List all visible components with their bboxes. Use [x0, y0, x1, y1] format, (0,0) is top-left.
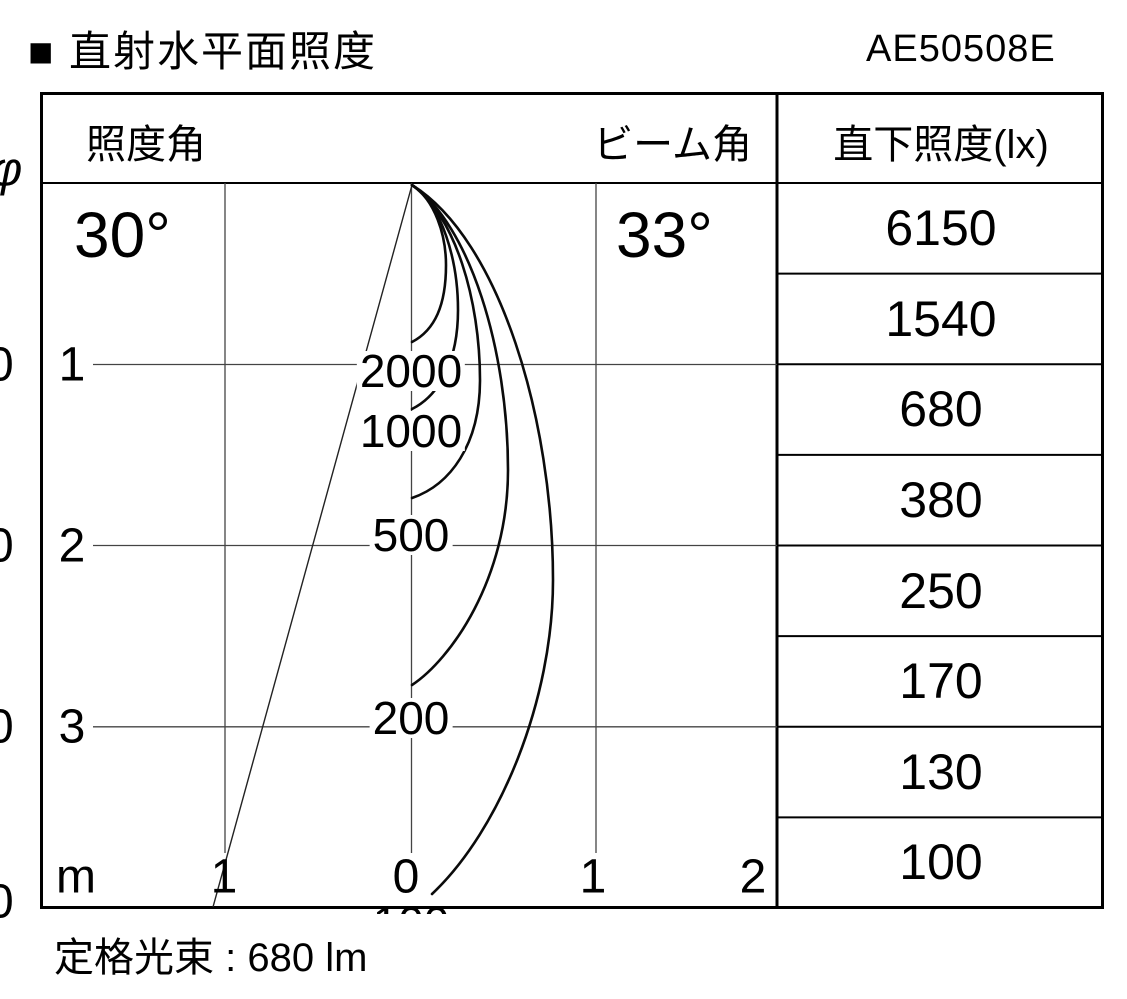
- curve-label-2000: 2000: [356, 348, 466, 394]
- illuminance-angle-header: 照度角: [86, 123, 206, 167]
- curve-100lx: [410, 183, 555, 896]
- product-code: AE50508E: [866, 28, 1056, 70]
- phi-symbol-fragment: φ: [0, 143, 22, 198]
- page-title: ■ 直射水平面照度: [28, 28, 378, 75]
- table-row-lines: [777, 272, 1101, 819]
- isolux-curves: [410, 183, 555, 896]
- table-row: 1540: [885, 290, 997, 347]
- illuminance-angle-value: 30°: [74, 199, 171, 271]
- y-tick-1m: 1: [58, 338, 86, 391]
- table-header: 直下照度(lx): [833, 123, 1049, 167]
- curve-500lx: [410, 183, 482, 500]
- margin-zero-fragment: 0: [0, 700, 14, 754]
- table-row: 130: [899, 743, 983, 800]
- beam-angle-value: 33°: [616, 199, 713, 271]
- table-row: 6150: [885, 200, 997, 256]
- table-row: 170: [899, 653, 983, 710]
- curve-label-200: 200: [369, 695, 453, 741]
- illuminance-angle-line: [212, 184, 413, 908]
- x-axis-unit: m: [56, 850, 96, 904]
- margin-zero-fragment: 0: [0, 519, 14, 572]
- x-tick-plus2: 2: [739, 850, 767, 904]
- isolux-chart-canvas: [40, 92, 1104, 909]
- table-row: 380: [899, 471, 983, 528]
- y-tick-3m: 3: [58, 700, 86, 754]
- x-tick-plus1: 1: [579, 850, 607, 904]
- figure-border: [40, 92, 1104, 909]
- rated-luminous-flux: 定格光束 : 680 lm: [54, 936, 368, 980]
- x-tick-minus1: 1: [210, 850, 238, 904]
- table-row: 680: [899, 381, 983, 438]
- margin-zero-fragment: 0: [0, 338, 14, 391]
- y-tick-2m: 2: [58, 519, 86, 572]
- x-tick-0: 0: [392, 850, 420, 904]
- curve-200lx: [410, 183, 510, 687]
- table-row: 250: [899, 562, 983, 619]
- curve-label-1000: 1000: [356, 408, 466, 454]
- margin-zero-fragment: 0: [0, 875, 14, 929]
- beam-angle-header: ビーム角: [593, 123, 752, 167]
- curve-label-500: 500: [369, 512, 453, 558]
- table-row: 100: [899, 834, 983, 891]
